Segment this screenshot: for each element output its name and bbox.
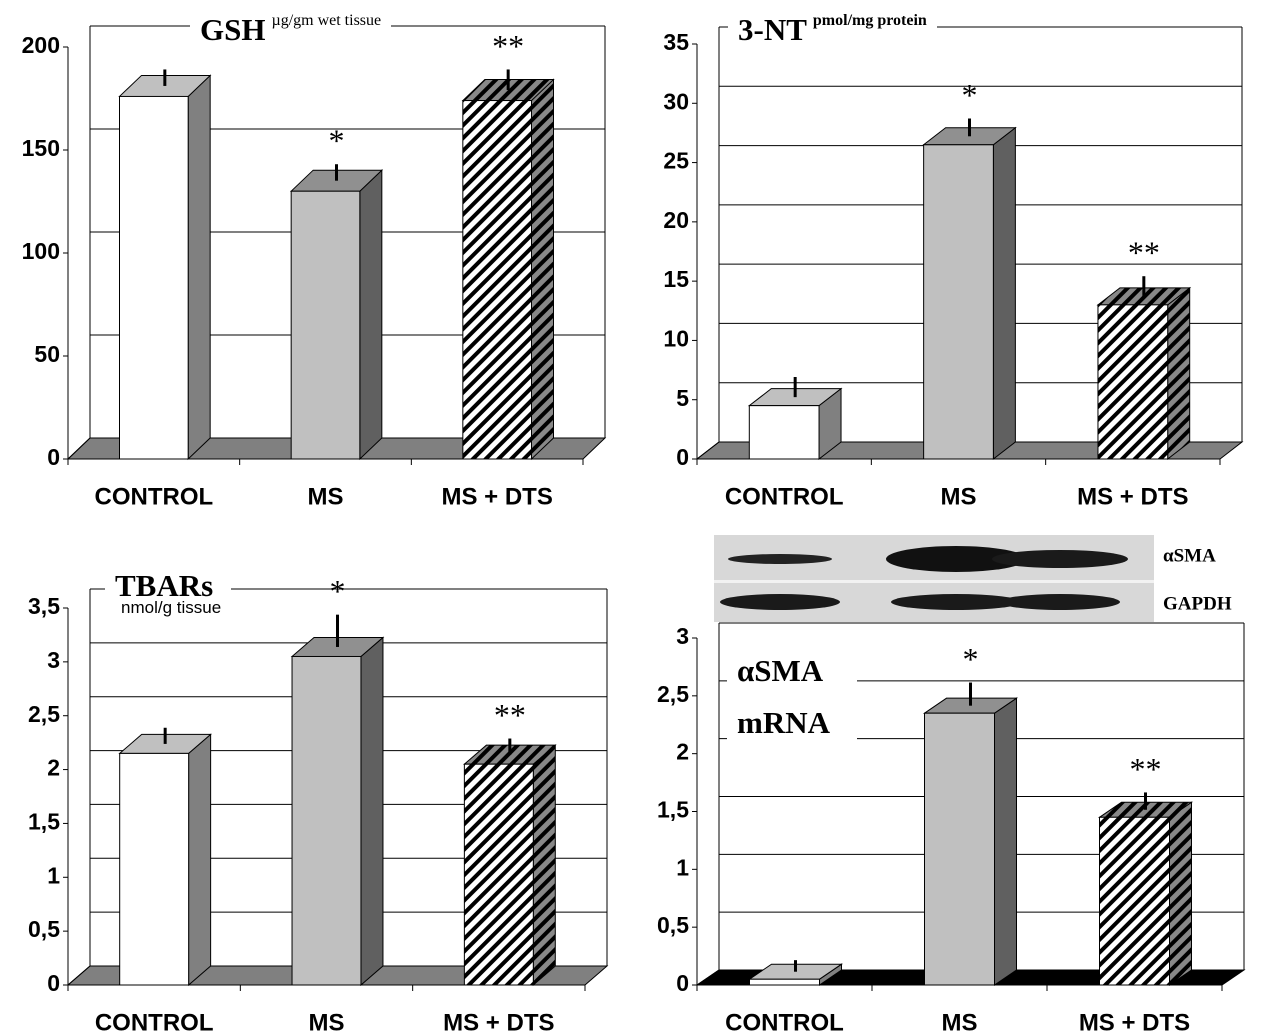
- bar-side: [533, 745, 555, 985]
- y-tick-label: 150: [22, 135, 60, 161]
- unit-label: µg/gm wet tissue: [271, 12, 381, 29]
- y-tick-label: 3,5: [28, 593, 60, 619]
- bar-side: [1168, 288, 1190, 459]
- bar-side: [1170, 802, 1192, 985]
- x-tick-label: CONTROL: [725, 1009, 844, 1036]
- chart-title: 3-NT: [738, 12, 807, 47]
- y-tick-label: 2,5: [657, 681, 689, 707]
- bar: [925, 713, 995, 985]
- y-tick-label: 0: [47, 970, 60, 996]
- significance-label: *: [963, 641, 979, 677]
- x-tick-label: CONTROL: [95, 1009, 214, 1036]
- western-blot: [714, 535, 1154, 622]
- x-tick-label: MS + DTS: [443, 1009, 554, 1036]
- y-tick-label: 100: [22, 238, 60, 264]
- y-tick-label: 30: [663, 88, 689, 114]
- y-tick-label: 35: [663, 29, 689, 55]
- y-tick-label: 0,5: [657, 912, 689, 938]
- y-tick-label: 20: [663, 207, 689, 233]
- y-tick-label: 3: [47, 647, 60, 673]
- y-tick-label: 2: [676, 739, 689, 765]
- bar: [1098, 305, 1168, 459]
- y-tick-label: 25: [663, 148, 689, 174]
- bar-side: [189, 734, 211, 985]
- x-tick-label: MS + DTS: [441, 483, 552, 510]
- unit-label: pmol/mg protein: [813, 12, 927, 29]
- x-tick-label: MS: [942, 1009, 978, 1036]
- bar: [120, 96, 189, 459]
- x-tick-label: MS: [309, 1009, 345, 1036]
- chart-title-box: GSH µg/gm wet tissue: [190, 10, 391, 50]
- chart-title: GSH: [200, 12, 265, 47]
- y-tick-label: 5: [676, 385, 689, 411]
- bar: [749, 406, 819, 459]
- bar: [292, 656, 361, 985]
- chart-title-box: αSMA mRNA: [727, 648, 857, 752]
- blot-label: αSMA: [1163, 545, 1216, 566]
- panel: 0 0,5 1 1,5 2 2,5 3 3,5 CONTROL * MS ** MS + DTS: [28, 573, 607, 1036]
- bar-side: [188, 75, 210, 459]
- bar-side: [360, 170, 382, 459]
- y-tick-label: 50: [34, 341, 60, 367]
- chart-title-box: 3-NT pmol/mg protein: [728, 10, 937, 50]
- blot-label: GAPDH: [1163, 593, 1232, 614]
- significance-label: **: [494, 697, 526, 733]
- y-tick-label: 3: [676, 623, 689, 649]
- figure: 050100150200CONTROL*MS**MS + DTS05101520…: [0, 0, 1279, 1036]
- y-tick-label: 1,5: [657, 797, 689, 823]
- y-tick-label: 0: [676, 444, 689, 470]
- chart-title: αSMA mRNA: [737, 653, 830, 740]
- significance-label: **: [492, 28, 524, 64]
- y-tick-label: 0: [47, 444, 60, 470]
- significance-label: *: [962, 77, 978, 113]
- bar: [291, 191, 360, 459]
- bar-side: [532, 80, 554, 459]
- bar: [463, 101, 532, 459]
- y-tick-label: 10: [663, 326, 689, 352]
- bar-side: [995, 698, 1017, 985]
- bar: [1100, 817, 1170, 985]
- bar-side: [361, 637, 383, 985]
- x-tick-label: MS + DTS: [1079, 1009, 1190, 1036]
- panel: 0 5 10 15 20 25 30 35 CONTROL * MS ** MS + DTS: [663, 27, 1242, 510]
- y-tick-label: 15: [663, 266, 689, 292]
- panel: 0 50 100 150 200 CONTROL * MS ** MS + DTS: [22, 26, 605, 510]
- x-tick-label: MS: [941, 483, 977, 510]
- significance-label: *: [330, 573, 346, 609]
- y-tick-label: 1: [47, 862, 60, 888]
- y-tick-label: 1: [676, 854, 689, 880]
- significance-label: *: [329, 123, 345, 159]
- bar: [120, 753, 189, 985]
- bar-side: [993, 128, 1015, 459]
- x-tick-label: CONTROL: [725, 483, 844, 510]
- bar: [464, 764, 533, 985]
- x-tick-label: MS + DTS: [1077, 483, 1188, 510]
- y-tick-label: 0: [676, 970, 689, 996]
- x-tick-label: CONTROL: [95, 483, 214, 510]
- bar: [924, 145, 994, 459]
- unit-label: nmol/g tissue: [121, 598, 221, 618]
- y-tick-label: 1,5: [28, 809, 60, 835]
- y-tick-label: 200: [22, 32, 60, 58]
- significance-label: **: [1128, 235, 1160, 271]
- chart: 050100150200CONTROL*MS**MS + DTS05101520…: [0, 0, 1279, 1036]
- y-tick-label: 2: [47, 755, 60, 781]
- significance-label: **: [1130, 751, 1162, 787]
- y-tick-label: 2,5: [28, 701, 60, 727]
- bar: [750, 979, 820, 985]
- x-tick-label: MS: [308, 483, 344, 510]
- y-tick-label: 0,5: [28, 916, 60, 942]
